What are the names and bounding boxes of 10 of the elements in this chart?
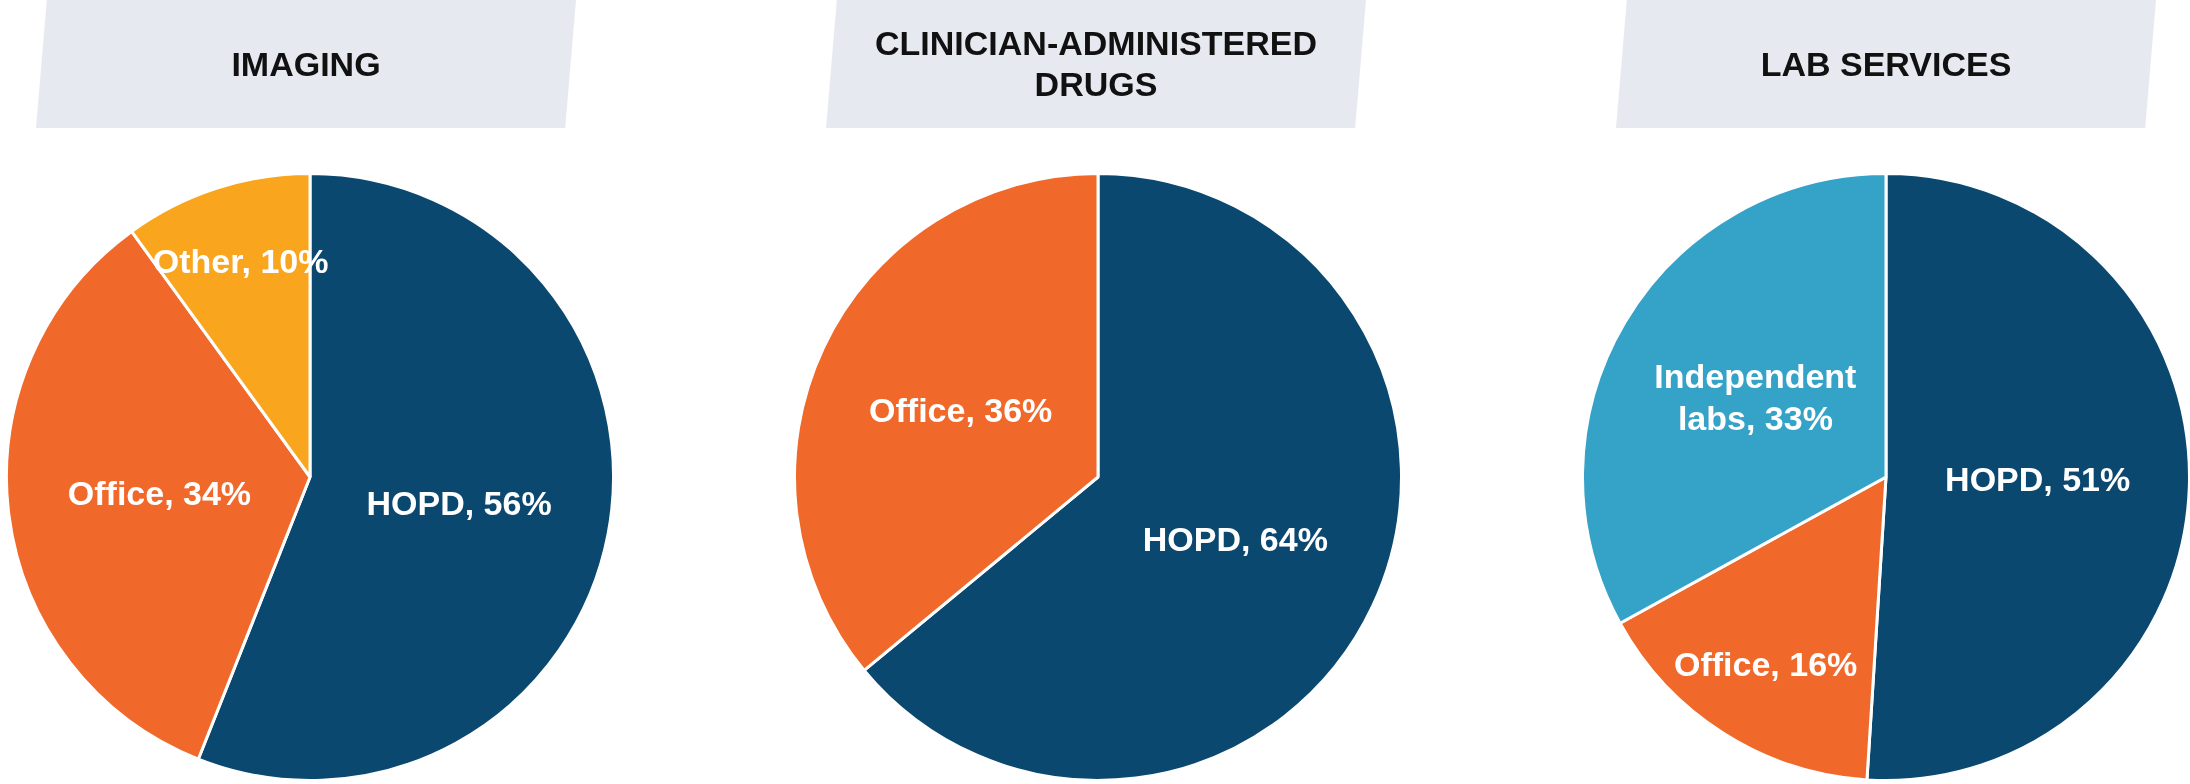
slice-label: Independent labs, 33% <box>1654 357 1857 438</box>
slice-label: HOPD, 51% <box>1945 460 2131 499</box>
slice-label: Office, 36% <box>869 390 1053 429</box>
slice-label: Office, 16% <box>1674 645 1858 683</box>
slice-label: HOPD, 64% <box>1142 519 1328 558</box>
slice-label: Office, 34% <box>67 474 252 513</box>
chart-title: LAB SERVICES <box>1760 43 2012 85</box>
chart-title: CLINICIAN-ADMINISTERED DRUGS <box>874 23 1318 105</box>
slice-label: HOPD, 56% <box>366 483 552 522</box>
chart-title: IMAGING <box>231 43 381 85</box>
